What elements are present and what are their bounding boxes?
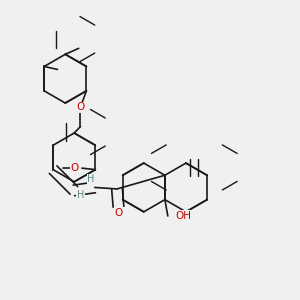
Text: O: O: [70, 163, 79, 173]
Text: O: O: [114, 208, 123, 218]
Text: OH: OH: [175, 211, 191, 221]
Text: O: O: [76, 102, 85, 112]
Text: H: H: [77, 190, 84, 200]
Text: H: H: [88, 174, 95, 184]
